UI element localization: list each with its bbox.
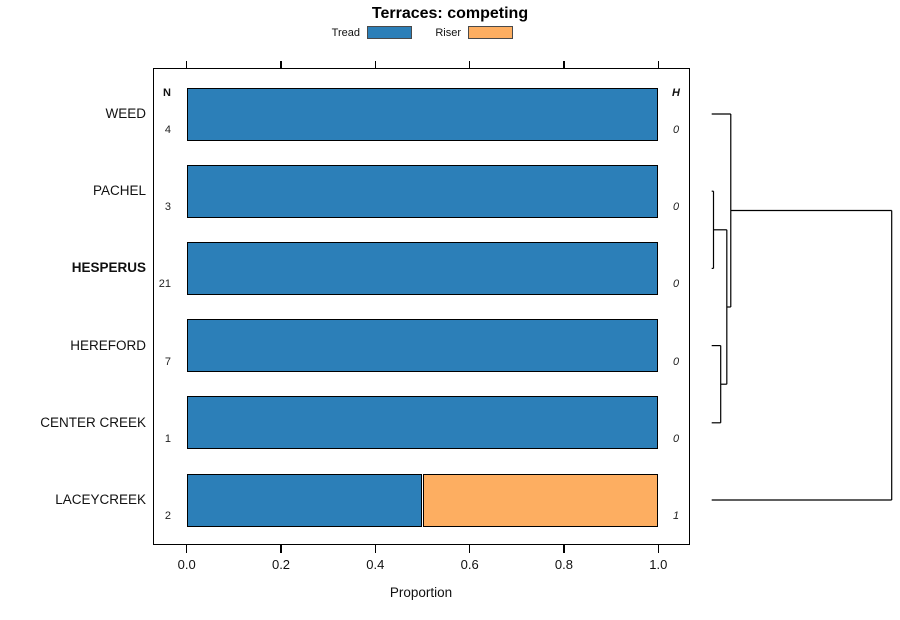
axis-tick-bottom: [468, 545, 471, 553]
axis-tick-bottom: [374, 545, 377, 553]
n-value: 7: [164, 355, 171, 368]
legend-swatch-tread: [367, 26, 412, 39]
bar-segment-tread: [186, 319, 659, 373]
row-label: HEREFORD: [70, 337, 146, 353]
x-tick-label: 0.4: [366, 557, 385, 572]
n-value: 4: [164, 124, 171, 136]
row-label: WEED: [105, 106, 147, 121]
row-label: LACEYCREEK: [55, 492, 146, 507]
h-column-header: H: [672, 87, 680, 99]
legend-label-riser: Riser: [435, 27, 461, 39]
h-value: 0: [672, 201, 680, 214]
h-value: 0: [672, 278, 680, 291]
h-value: 0: [672, 432, 680, 445]
h-value: 0: [672, 124, 680, 136]
axis-tick-top: [280, 60, 282, 68]
axis-tick-top: [374, 60, 377, 68]
n-value: 3: [164, 201, 171, 214]
bar-segment-tread: [186, 87, 659, 141]
n-column-header: N: [163, 87, 171, 99]
plot-area: [153, 68, 690, 545]
chart-title: Terraces: competing: [371, 5, 529, 22]
bar-segment-riser: [422, 473, 659, 527]
n-value: 1: [164, 432, 171, 445]
axis-tick-top: [657, 60, 660, 68]
bar-segment-tread: [186, 241, 659, 295]
x-tick-label: 1.0: [649, 557, 668, 572]
x-tick-label: 0.2: [271, 557, 291, 572]
row-label: PACHEL: [92, 183, 146, 199]
x-tick-label: 0.8: [554, 557, 573, 572]
n-value: 21: [158, 278, 171, 291]
axis-tick-bottom: [657, 545, 660, 553]
n-value: 2: [164, 510, 171, 522]
row-label: HESPERUS: [71, 260, 146, 276]
x-axis-label: Proportion: [389, 585, 453, 600]
legend-swatch-riser: [468, 26, 513, 39]
axis-tick-bottom: [185, 545, 188, 553]
bar-segment-tread: [186, 164, 659, 218]
x-tick-label: 0.6: [460, 557, 479, 572]
row-label: CENTER CREEK: [40, 414, 146, 430]
bar-segment-tread: [186, 396, 659, 450]
bar-segment-tread: [186, 473, 423, 527]
h-value: 1: [672, 510, 680, 522]
axis-tick-top: [563, 60, 565, 68]
axis-tick-bottom: [280, 545, 282, 553]
axis-tick-top: [185, 60, 188, 68]
x-tick-label: 0.0: [177, 557, 196, 572]
axis-tick-top: [468, 60, 471, 68]
axis-tick-bottom: [563, 545, 565, 553]
h-value: 0: [672, 355, 680, 368]
legend-label-tread: Tread: [331, 27, 360, 39]
